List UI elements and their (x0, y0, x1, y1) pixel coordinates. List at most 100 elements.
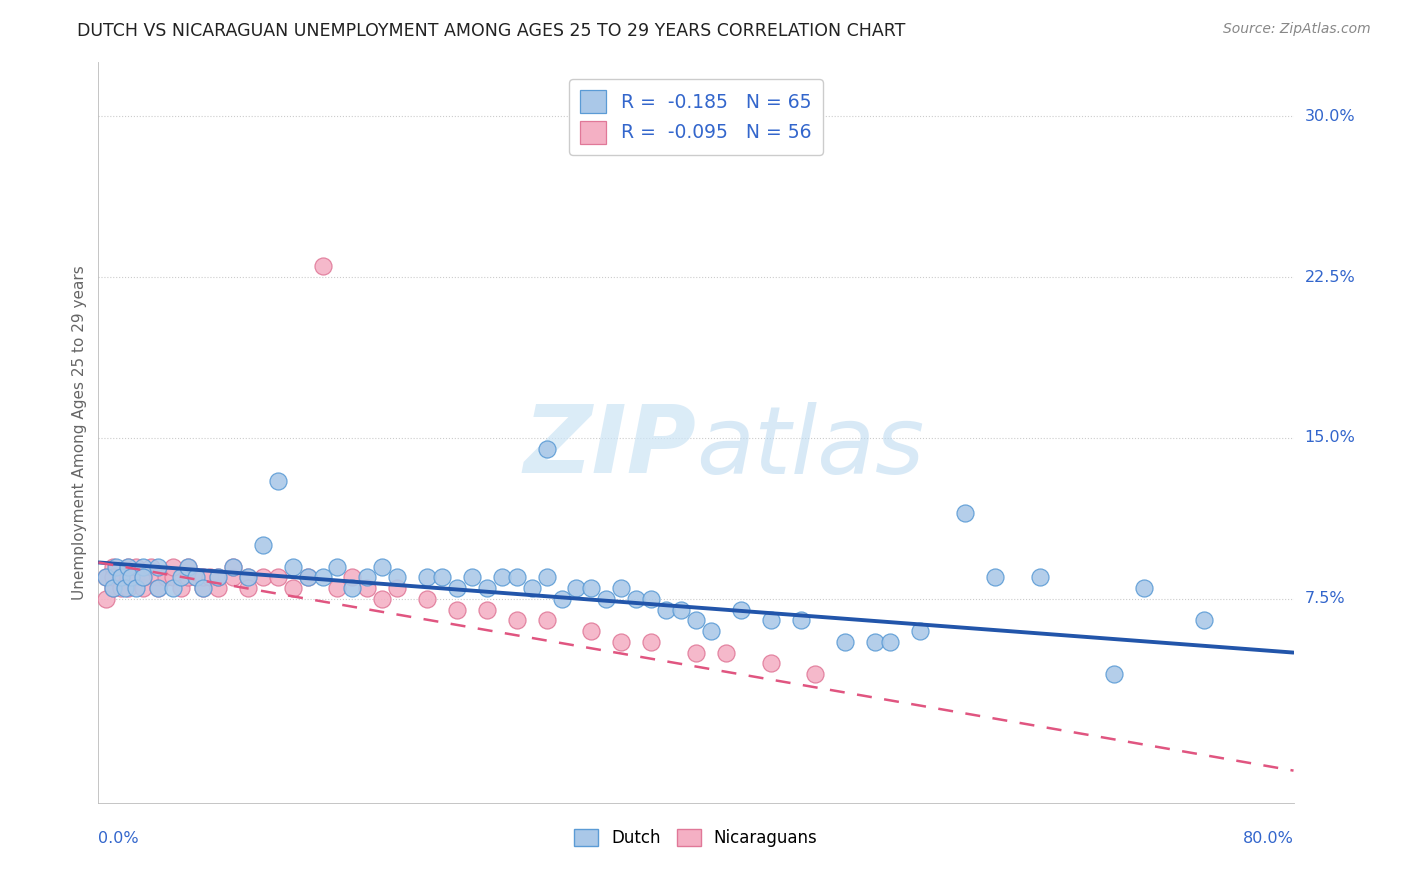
Point (953, 506, 976, 520)
Point (110, 581, 132, 595)
Point (385, 581, 409, 595)
Point (685, 646, 707, 660)
Point (207, 581, 229, 595)
Point (236, 570, 259, 584)
Text: 30.0%: 30.0% (1305, 109, 1355, 124)
Point (385, 570, 409, 584)
Point (669, 602, 692, 616)
Text: 80.0%: 80.0% (1243, 830, 1294, 846)
Point (865, 635, 887, 649)
Point (416, 570, 439, 584)
Point (117, 559, 139, 574)
Point (342, 570, 364, 584)
Point (222, 570, 245, 584)
Point (475, 602, 498, 616)
Point (326, 581, 349, 595)
Point (94, 591, 117, 606)
Point (148, 581, 170, 595)
Point (491, 570, 513, 584)
Point (520, 581, 543, 595)
Point (191, 581, 214, 595)
Point (184, 570, 207, 584)
Text: 7.5%: 7.5% (1305, 591, 1346, 607)
Point (169, 570, 191, 584)
Point (581, 581, 603, 595)
Point (430, 570, 453, 584)
Text: 0.0%: 0.0% (98, 830, 139, 846)
Point (281, 559, 304, 574)
Point (984, 570, 1007, 584)
Point (184, 570, 207, 584)
Point (326, 559, 349, 574)
Point (103, 559, 125, 574)
Point (162, 559, 184, 574)
Point (117, 581, 139, 595)
Point (506, 614, 529, 628)
Point (105, 559, 128, 574)
Point (148, 570, 170, 584)
Point (94, 570, 117, 584)
Point (207, 570, 229, 584)
Point (550, 591, 572, 606)
Point (700, 624, 723, 639)
Point (356, 570, 378, 584)
Point (132, 570, 155, 584)
Point (207, 570, 229, 584)
Point (356, 581, 378, 595)
Point (103, 570, 125, 584)
Point (655, 602, 678, 616)
Point (103, 581, 125, 595)
Point (506, 570, 529, 584)
Point (536, 614, 558, 628)
Point (371, 559, 394, 574)
Point (236, 581, 259, 595)
Point (1133, 581, 1156, 595)
Point (1028, 570, 1050, 584)
Point (685, 614, 707, 628)
Point (267, 474, 290, 488)
Point (103, 581, 125, 595)
Point (222, 559, 245, 574)
Point (120, 570, 142, 584)
Point (461, 570, 484, 584)
Point (879, 635, 901, 649)
Point (714, 646, 737, 660)
Point (252, 538, 274, 552)
Point (267, 570, 290, 584)
Text: atlas: atlas (696, 402, 924, 493)
Point (281, 581, 304, 595)
Point (169, 581, 191, 595)
Point (132, 570, 155, 584)
Y-axis label: Unemployment Among Ages 25 to 29 years: Unemployment Among Ages 25 to 29 years (72, 265, 87, 600)
Point (297, 570, 319, 584)
Point (117, 559, 139, 574)
Point (371, 591, 394, 606)
Point (191, 581, 214, 595)
Point (1192, 614, 1215, 628)
Point (177, 570, 200, 584)
Point (191, 570, 214, 584)
Text: ZIP: ZIP (523, 401, 696, 493)
Point (236, 570, 259, 584)
Point (416, 591, 439, 606)
Point (139, 559, 162, 574)
Point (200, 570, 222, 584)
Point (132, 581, 155, 595)
Point (155, 570, 177, 584)
Point (610, 109, 633, 123)
Point (475, 581, 498, 595)
Point (94, 570, 117, 584)
Point (125, 559, 148, 574)
Point (834, 635, 856, 649)
Text: 15.0%: 15.0% (1305, 431, 1355, 445)
Point (908, 624, 931, 639)
Point (342, 581, 364, 595)
Point (595, 591, 617, 606)
Point (446, 602, 468, 616)
Point (222, 559, 245, 574)
Point (311, 260, 333, 274)
Point (759, 614, 782, 628)
Point (640, 635, 662, 649)
Point (148, 581, 170, 595)
Point (125, 581, 148, 595)
